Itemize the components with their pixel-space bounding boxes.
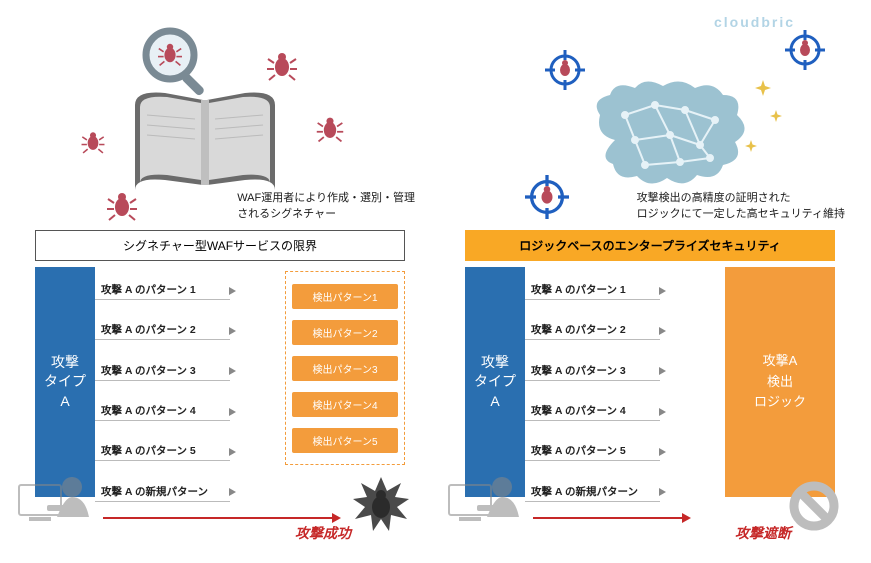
- pattern-row: 攻撃 A のパターン 5: [95, 436, 271, 468]
- pattern-label: 攻撃 A のパターン 5: [95, 443, 230, 461]
- pattern-row: 攻撃 A のパターン 1: [525, 275, 711, 307]
- pattern-label: 攻撃 A のパターン 4: [95, 403, 230, 421]
- crosshair-target-icon: [545, 50, 585, 90]
- block-icon: [789, 481, 839, 531]
- right-hero: cloudbric: [445, 0, 855, 230]
- pattern-row: 攻撃 A のパターン 5: [525, 436, 711, 468]
- pattern-row: 攻撃 A のパターン 3: [525, 356, 711, 388]
- pattern-label: 攻撃 A のパターン 2: [95, 322, 230, 340]
- pattern-label: 攻撃 A の新規パターン: [95, 484, 230, 502]
- pattern-row: 攻撃 A の新規パターン: [525, 477, 711, 509]
- pattern-row: 攻撃 A のパターン 2: [95, 315, 271, 347]
- detect-item: 検出パターン1: [292, 284, 398, 309]
- pattern-label: 攻撃 A のパターン 3: [525, 363, 660, 381]
- pattern-label: 攻撃 A のパターン 4: [525, 403, 660, 421]
- pattern-label: 攻撃 A のパターン 3: [95, 363, 230, 381]
- sparkle-icon: [745, 140, 757, 152]
- pattern-row: 攻撃 A のパターン 3: [95, 356, 271, 388]
- crosshair-target-icon: [525, 175, 569, 219]
- attack-type-box: 攻撃 タイプ A: [35, 267, 95, 497]
- pattern-row: 攻撃 A のパターン 4: [525, 396, 711, 428]
- attack-type-label: 攻撃 タイプ A: [474, 353, 516, 412]
- result-success-label: 攻撃成功: [295, 523, 351, 543]
- bug-icon: [265, 50, 299, 84]
- bug-icon: [105, 190, 139, 224]
- right-caption: 攻撃検出の高精度の証明された ロジックにて一定した高セキュリティ維持: [637, 191, 845, 222]
- brand-text: cloudbric: [714, 14, 795, 30]
- bug-icon: [80, 130, 106, 156]
- magnifier-icon: [135, 20, 215, 100]
- new-pattern-arrow: [533, 517, 683, 519]
- left-caption: WAF運用者により作成・選別・管理 されるシグネチャー: [237, 191, 415, 222]
- pattern-label: 攻撃 A のパターン 5: [525, 443, 660, 461]
- left-flow: 攻撃 タイプ A 攻撃 A のパターン 1 攻撃 A のパターン 2 攻撃 A …: [35, 267, 405, 517]
- caption-line: ロジックにて一定した高セキュリティ維持: [637, 208, 845, 220]
- pattern-label: 攻撃 A のパターン 1: [525, 282, 660, 300]
- detection-pattern-list: 検出パターン1 検出パターン2 検出パターン3 検出パターン4 検出パターン5: [285, 271, 405, 465]
- pattern-row: 攻撃 A のパターン 2: [525, 315, 711, 347]
- right-flow: 攻撃 タイプ A 攻撃 A のパターン 1 攻撃 A のパターン 2 攻撃 A …: [465, 267, 835, 517]
- sparkle-icon: [755, 80, 771, 96]
- detect-item: 検出パターン4: [292, 392, 398, 417]
- ai-brain-icon: [585, 80, 755, 200]
- pattern-row: 攻撃 A の新規パターン: [95, 477, 271, 509]
- logic-based-panel: cloudbric: [445, 0, 855, 517]
- detect-item: 検出パターン3: [292, 356, 398, 381]
- pattern-label: 攻撃 A のパターン 2: [525, 322, 660, 340]
- book-icon: [125, 85, 285, 205]
- detection-logic-label: 攻撃A 検出 ロジック: [754, 351, 806, 413]
- pattern-label: 攻撃 A のパターン 1: [95, 282, 230, 300]
- signature-waf-panel: WAF運用者により作成・選別・管理 されるシグネチャー シグネチャー型WAFサー…: [15, 0, 425, 517]
- crosshair-target-icon: [785, 30, 825, 70]
- caption-line: されるシグネチャー: [237, 208, 336, 220]
- right-patterns: 攻撃 A のパターン 1 攻撃 A のパターン 2 攻撃 A のパターン 3 攻…: [525, 267, 711, 517]
- left-title: シグネチャー型WAFサービスの限界: [35, 230, 405, 261]
- sparkle-icon: [770, 110, 782, 122]
- pattern-row: 攻撃 A のパターン 1: [95, 275, 271, 307]
- attack-success-burst-icon: [351, 475, 411, 535]
- right-title: ロジックベースのエンタープライズセキュリティ: [465, 230, 835, 261]
- hacker-icon: [17, 465, 97, 535]
- pattern-label: 攻撃 A の新規パターン: [525, 484, 660, 502]
- caption-line: WAF運用者により作成・選別・管理: [237, 192, 415, 204]
- hacker-icon: [447, 465, 527, 535]
- pattern-row: 攻撃 A のパターン 4: [95, 396, 271, 428]
- attack-type-box: 攻撃 タイプ A: [465, 267, 525, 497]
- left-hero: WAF運用者により作成・選別・管理 されるシグネチャー: [15, 0, 425, 230]
- detection-logic-box: 攻撃A 検出 ロジック: [725, 267, 835, 497]
- detect-item: 検出パターン5: [292, 428, 398, 453]
- result-block-label: 攻撃遮断: [735, 523, 791, 543]
- detect-item: 検出パターン2: [292, 320, 398, 345]
- caption-line: 攻撃検出の高精度の証明された: [637, 192, 791, 204]
- attack-type-label: 攻撃 タイプ A: [44, 353, 86, 412]
- left-patterns: 攻撃 A のパターン 1 攻撃 A のパターン 2 攻撃 A のパターン 3 攻…: [95, 267, 271, 517]
- new-pattern-arrow: [103, 517, 333, 519]
- bug-icon: [315, 115, 345, 145]
